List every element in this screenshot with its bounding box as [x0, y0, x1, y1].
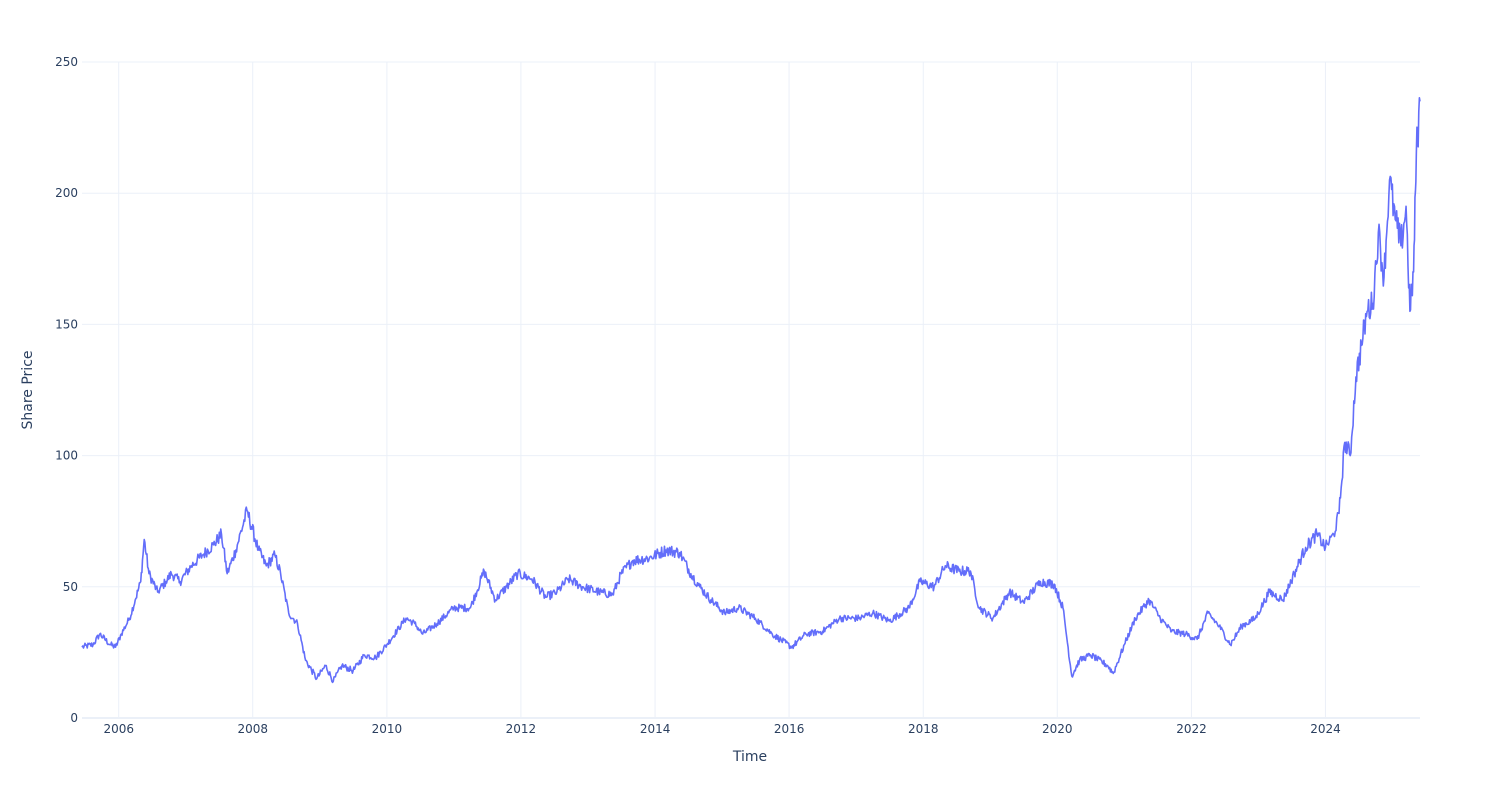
x-tick-label: 2010 — [372, 722, 403, 736]
x-tick-label: 2006 — [103, 722, 134, 736]
y-tick-label: 100 — [55, 449, 78, 463]
x-tick-label: 2014 — [640, 722, 671, 736]
y-axis-title: Share Price — [20, 350, 36, 429]
x-axis-ticks: 2006 2008 2010 2012 2014 2016 2018 2020 2022 2024 — [103, 722, 1340, 736]
x-tick-label: 2008 — [237, 722, 268, 736]
x-tick-label: 2020 — [1042, 722, 1073, 736]
x-tick-label: 2022 — [1176, 722, 1207, 736]
y-axis-ticks: 0 50 100 150 200 250 — [55, 55, 78, 725]
x-axis-title: Time — [732, 749, 767, 765]
series-line — [81, 96, 1421, 684]
y-tick-label: 50 — [63, 580, 78, 594]
y-tick-label: 250 — [55, 55, 78, 69]
x-tick-label: 2018 — [908, 722, 939, 736]
y-tick-label: 0 — [70, 711, 78, 725]
series-layer — [81, 96, 1421, 684]
y-tick-label: 150 — [55, 317, 78, 331]
x-tick-label: 2016 — [774, 722, 805, 736]
x-tick-label: 2024 — [1310, 722, 1341, 736]
gridlines — [82, 61, 1420, 719]
y-tick-label: 200 — [55, 186, 78, 200]
x-tick-label: 2012 — [506, 722, 537, 736]
